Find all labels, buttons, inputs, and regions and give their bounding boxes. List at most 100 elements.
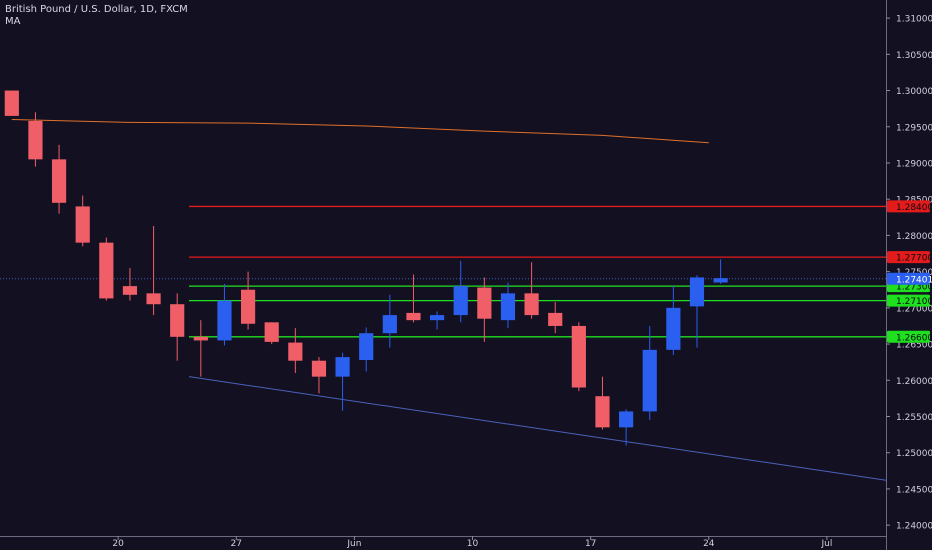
current-price-tag-label: 1.27401 [896,275,932,285]
candle-up [335,352,350,411]
candle-up [642,325,657,421]
time-tick-label: 24 [703,539,715,549]
candle-body [99,242,114,299]
candle-up [500,282,516,329]
candle-body [430,315,445,321]
time-axis[interactable]: 20 27 Jun 10 17 24 Jul [0,536,886,549]
price-tick-label: 1.25500 [896,413,932,423]
indicator-lines [11,119,887,481]
candle-body [359,333,374,360]
time-tick-label: 17 [585,539,596,549]
moving-average-line [11,119,709,144]
candle-down [264,322,279,345]
candle-body [4,90,19,116]
candle-down [524,262,539,319]
time-tick-label: 27 [231,539,242,549]
candle-up [453,260,468,323]
candle-body [193,336,208,341]
resistance-price-tag-box [887,200,930,213]
candle-up [382,294,397,348]
candle-down [311,357,327,394]
candle-body [51,159,67,203]
time-tick-label: 20 [112,539,124,549]
support-price-tag-label: 1.26600 [896,333,932,343]
candle-up [217,283,232,346]
price-tick-label: 1.27000 [896,304,932,314]
candle-body [406,312,421,321]
candle-body [500,293,516,321]
candle-down [193,320,208,377]
price-tick-label: 1.28000 [896,232,932,242]
price-tick-label: 1.31000 [896,15,932,25]
candle-down [51,144,67,214]
candle-up [430,311,445,330]
candle-body [477,287,492,319]
support-price-tag-box [887,330,930,343]
time-tick-label: Jun [346,539,361,549]
current-price-tag-box [887,272,930,285]
candle-body [335,357,350,377]
candle-body [122,286,138,295]
candle-down [406,274,421,323]
trendline [188,376,887,481]
price-tick-label: 1.26500 [896,341,932,351]
candle-body [595,396,610,428]
candle-body [666,307,681,350]
candle-down [571,322,586,392]
candle-up [713,259,728,284]
candle-body [240,289,256,324]
horizontal-levels [0,205,886,338]
candle-up [359,327,374,372]
candle-body [217,300,232,341]
candle-body [619,411,634,428]
candle-body [311,360,327,377]
price-tick-label: 1.29000 [896,159,932,169]
support-price-tag-label: 1.27300 [896,283,932,293]
candle-down [28,112,43,167]
price-tick-label: 1.24000 [896,522,932,532]
candle-down [477,277,492,342]
candle-body [382,315,397,334]
candle-down [4,90,19,116]
price-tick-label: 1.30500 [896,51,932,61]
price-tick-label: 1.29500 [896,123,932,133]
candle-down [240,271,256,330]
candle-body [642,349,657,412]
candle-down [288,328,303,374]
chart-legend: British Pound / U.S. Dollar, 1D, FXCM MA [5,4,188,28]
candle-body [75,206,90,243]
candle-down [146,225,161,316]
candle-down [548,302,563,334]
price-tick-label: 1.24500 [896,485,932,495]
candle-down [122,268,138,301]
candle-body [548,312,563,326]
candle-body [288,342,303,361]
price-tick-label: 1.25000 [896,449,932,459]
candle-body [453,286,468,316]
candle-body [689,277,705,307]
candle-body [571,325,586,388]
candle-down [75,195,90,247]
candle-body [264,322,279,342]
candles [4,90,728,446]
support-price-tag-box [887,294,930,307]
candle-body [170,304,185,337]
candle-down [595,376,610,430]
candle-body [524,293,539,316]
candle-down [99,237,114,301]
indicator-label[interactable]: MA [5,16,21,27]
resistance-price-tag-box [887,251,930,264]
candle-body [713,278,728,283]
candle-up [666,286,681,355]
resistance-price-tag-label: 1.28400 [896,203,932,213]
support-price-tag-label: 1.27100 [896,297,932,307]
time-tick-label: 10 [467,539,479,549]
price-tick-label: 1.26000 [896,377,932,387]
candle-down [170,293,185,361]
symbol-title[interactable]: British Pound / U.S. Dollar, 1D, FXCM [5,4,188,15]
price-tick-label: 1.30000 [896,87,932,97]
candle-up [619,409,634,446]
time-tick-label: Jul [821,539,833,549]
